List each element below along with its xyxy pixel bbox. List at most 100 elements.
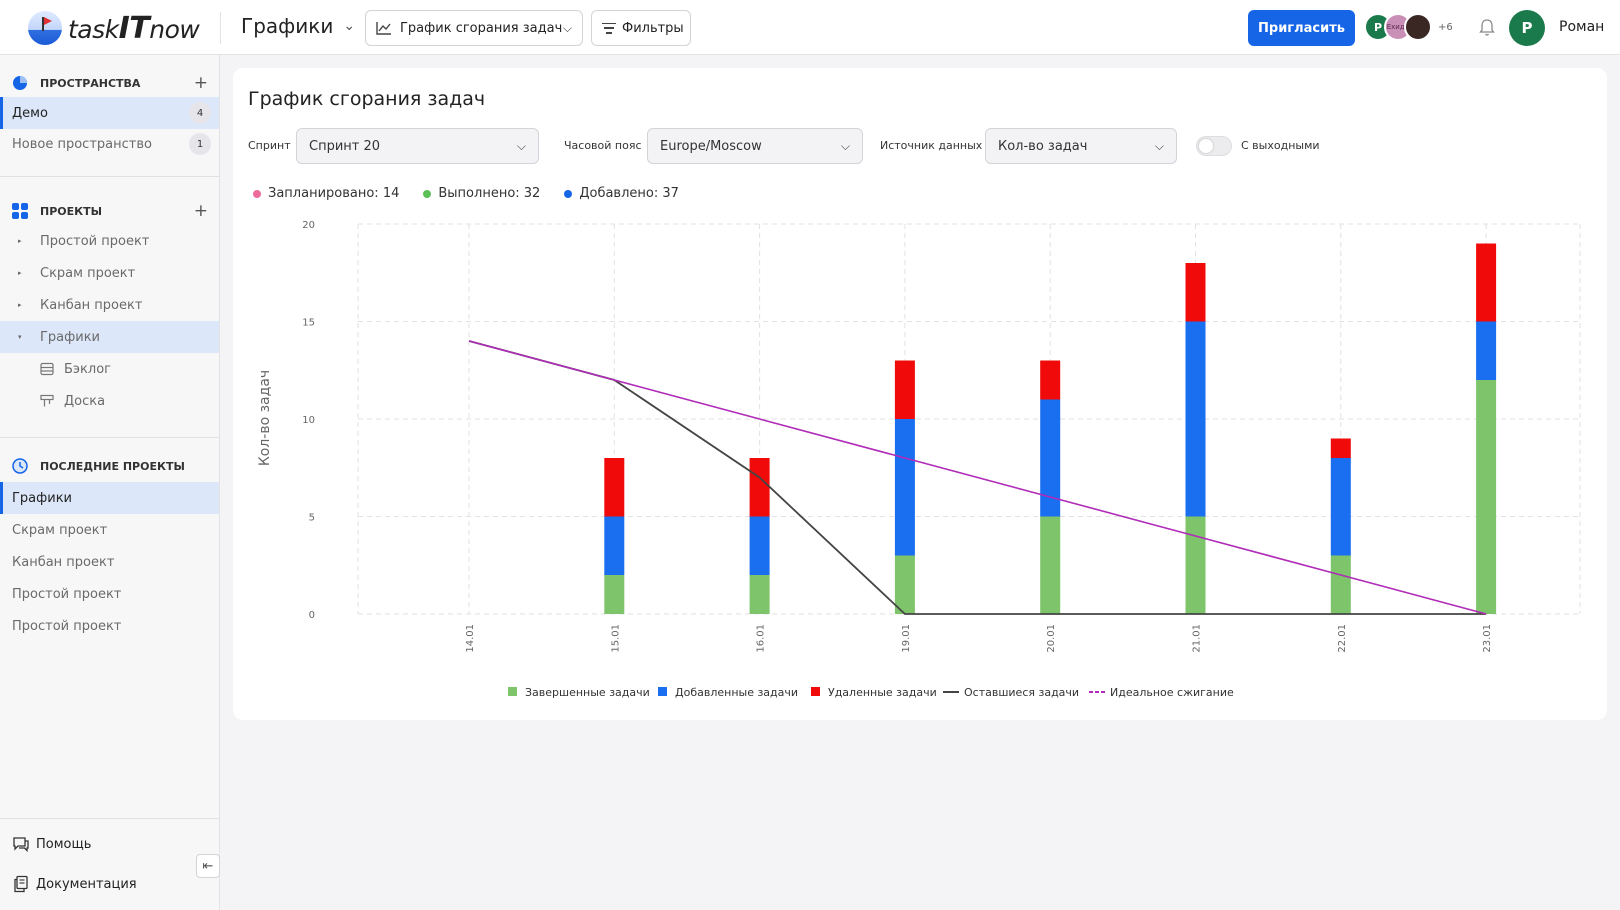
stat-added: Добавлено: 37 bbox=[564, 186, 679, 201]
y-tick-label: 20 bbox=[302, 220, 315, 231]
recent-item-simple[interactable]: Простой проект bbox=[12, 586, 122, 602]
legend-label: Идеальное сжигание bbox=[1110, 686, 1234, 699]
burndown-chart: 0 5 10 15 20 Кол-во задач 14.01 15.01 16.01 19.01… bbox=[257, 220, 1581, 699]
line-ideal bbox=[468, 340, 1487, 615]
timezone-label: Часовой пояс bbox=[564, 139, 642, 152]
bar-completed bbox=[894, 555, 915, 614]
user-name[interactable]: Роман bbox=[1559, 19, 1605, 35]
recent-projects-header: ПОСЛЕДНИЕ ПРОЕКТЫ bbox=[12, 456, 208, 476]
bar-completed bbox=[749, 575, 770, 614]
sidebar-item-project-charts[interactable]: ▾ Графики bbox=[0, 321, 219, 353]
burndown-card: График сгорания задач Спринт Спринт 20 ⌵ … bbox=[233, 68, 1607, 720]
stat-done: Выполнено: 32 bbox=[423, 186, 540, 201]
docs-link[interactable]: Документация bbox=[12, 875, 137, 893]
bar-added bbox=[749, 516, 770, 575]
bell-icon[interactable] bbox=[1478, 18, 1496, 38]
user-avatar[interactable]: Р bbox=[1509, 10, 1545, 46]
bar-removed bbox=[1040, 360, 1061, 400]
arrow-left-icon: ⇤ bbox=[202, 858, 214, 874]
add-space-button[interactable]: + bbox=[193, 73, 208, 93]
y-tick-label: 10 bbox=[302, 415, 315, 426]
page-heading: График сгорания задач bbox=[248, 88, 486, 110]
divider bbox=[0, 818, 219, 819]
clock-icon bbox=[12, 458, 28, 474]
sidebar-item-space-new[interactable]: Новое пространство 1 bbox=[0, 128, 219, 160]
legend-label: Оставшиеся задачи bbox=[964, 686, 1079, 699]
sprint-label: Спринт bbox=[248, 139, 291, 152]
caret-down-icon: ▾ bbox=[18, 333, 22, 341]
page-selector[interactable]: Графики ⌄ bbox=[241, 14, 355, 38]
legend-label: Удаленные задачи bbox=[828, 686, 937, 699]
bar-removed bbox=[1476, 243, 1497, 322]
bar-added bbox=[604, 516, 625, 575]
chat-help-icon bbox=[13, 837, 29, 853]
filter-icon bbox=[602, 22, 616, 34]
board-icon bbox=[40, 394, 54, 407]
stat-planned: Запланировано: 14 bbox=[253, 186, 399, 201]
chevron-down-icon: ⌵ bbox=[1154, 138, 1164, 153]
legend-label: Завершенные задачи bbox=[525, 686, 650, 699]
collapse-sidebar-button[interactable]: ⇤ bbox=[196, 854, 220, 878]
avatar: Ехидн bbox=[1384, 13, 1412, 41]
sidebar-item-project-kanban[interactable]: ▸ Канбан проект bbox=[0, 289, 219, 321]
sidebar-item-project-simple[interactable]: ▸ Простой проект bbox=[0, 225, 219, 257]
spaces-header: ПРОСТРАНСТВА + bbox=[12, 73, 208, 93]
bar-added bbox=[1185, 321, 1206, 517]
x-tick-label: 20.01 bbox=[1046, 624, 1057, 653]
data-source-select[interactable]: Кол-во задач ⌵ bbox=[985, 128, 1177, 164]
divider bbox=[0, 437, 219, 438]
filters-label: Фильтры bbox=[622, 20, 684, 36]
caret-right-icon: ▸ bbox=[18, 301, 22, 309]
legend-label: Добавленные задачи bbox=[675, 686, 798, 699]
bar-completed bbox=[1040, 516, 1061, 614]
members-avatars[interactable]: Р Ехидн +6 bbox=[1364, 13, 1453, 41]
chevron-down-icon: ⌵ bbox=[840, 138, 850, 153]
more-members-count: +6 bbox=[1438, 21, 1453, 33]
data-source-label: Источник данных bbox=[880, 139, 983, 152]
top-bar: taskITnow Графики ⌄ График сгорания зада… bbox=[0, 0, 1620, 55]
chart-type-selector[interactable]: График сгорания задач ⌵ bbox=[365, 10, 583, 46]
y-tick-label: 15 bbox=[302, 318, 315, 329]
projects-grid-icon bbox=[12, 203, 28, 219]
invite-button[interactable]: Пригласить bbox=[1248, 10, 1355, 46]
bar-added bbox=[1330, 458, 1351, 556]
sprint-stats: Запланировано: 14 Выполнено: 32 Добавлен… bbox=[253, 186, 703, 201]
sidebar-item-project-scrum[interactable]: ▸ Скрам проект bbox=[0, 257, 219, 289]
line-chart-icon bbox=[376, 22, 391, 35]
projects-header: ПРОЕКТЫ + bbox=[12, 201, 208, 221]
documents-icon bbox=[14, 875, 28, 893]
avatar bbox=[1404, 13, 1432, 41]
timezone-select[interactable]: Europe/Moscow ⌵ bbox=[647, 128, 863, 164]
bar-completed bbox=[1330, 555, 1351, 614]
sidebar: ПРОСТРАНСТВА + Демо 4 Новое пространство… bbox=[0, 55, 220, 910]
filters-button[interactable]: Фильтры bbox=[591, 10, 691, 46]
caret-right-icon: ▸ bbox=[18, 237, 22, 245]
divider bbox=[220, 12, 221, 44]
add-project-button[interactable]: + bbox=[193, 201, 208, 221]
bar-added bbox=[1040, 399, 1061, 517]
recent-item-charts[interactable]: Графики bbox=[0, 482, 219, 514]
x-tick-label: 22.01 bbox=[1337, 624, 1348, 653]
sidebar-item-backlog[interactable]: Бэклог bbox=[40, 353, 111, 385]
weekends-toggle[interactable] bbox=[1196, 136, 1232, 156]
recent-item-simple-2[interactable]: Простой проект bbox=[12, 618, 122, 634]
page-title: Графики bbox=[241, 14, 334, 38]
bar-completed bbox=[604, 575, 625, 614]
backlog-icon bbox=[40, 362, 54, 376]
chart-type-label: График сгорания задач bbox=[400, 20, 563, 36]
x-tick-label: 19.01 bbox=[901, 624, 912, 653]
bar-removed bbox=[894, 360, 915, 419]
app-logo[interactable]: taskITnow bbox=[28, 10, 200, 46]
sidebar-item-board[interactable]: Доска bbox=[40, 385, 105, 417]
recent-item-scrum[interactable]: Скрам проект bbox=[12, 522, 108, 538]
sidebar-item-space-demo[interactable]: Демо 4 bbox=[0, 97, 219, 129]
recent-item-kanban[interactable]: Канбан проект bbox=[12, 554, 115, 570]
help-link[interactable]: Помощь bbox=[12, 835, 91, 853]
y-tick-label: 5 bbox=[309, 513, 315, 524]
x-tick-label: 16.01 bbox=[756, 624, 767, 653]
legend-swatch bbox=[658, 687, 667, 696]
weekends-label: С выходными bbox=[1241, 139, 1320, 152]
chevron-down-icon: ⌵ bbox=[562, 20, 572, 35]
sprint-select[interactable]: Спринт 20 ⌵ bbox=[296, 128, 539, 164]
bar-removed bbox=[604, 458, 625, 517]
